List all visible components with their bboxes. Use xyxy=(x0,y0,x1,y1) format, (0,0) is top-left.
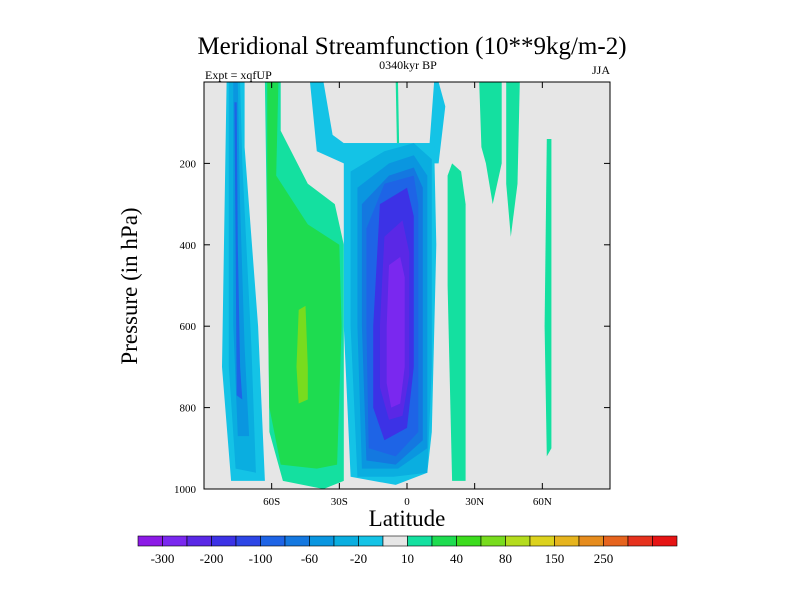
colorbar-box xyxy=(529,535,555,547)
colorbar-box xyxy=(407,535,433,547)
colorbar-label: -60 xyxy=(301,551,318,566)
y-tick-label: 1000 xyxy=(174,484,197,496)
colorbar-label: 80 xyxy=(499,551,512,566)
x-tick-label: 30N xyxy=(465,496,484,508)
x-tick-label: 60S xyxy=(263,496,280,508)
x-tick-label: 0 xyxy=(404,496,410,508)
colorbar-box xyxy=(358,535,384,547)
colorbar-label: 250 xyxy=(594,551,614,566)
region-nh-upper-band xyxy=(479,82,502,205)
colorbar-box xyxy=(186,535,212,547)
colorbar-box xyxy=(333,535,359,547)
season-label: JJA xyxy=(592,63,610,77)
colorbar-box xyxy=(603,535,629,547)
colorbar-box xyxy=(456,535,482,547)
colorbar-box xyxy=(578,535,604,547)
colorbar-box xyxy=(162,535,188,547)
colorbar-label: 150 xyxy=(545,551,565,566)
colorbar: -300 -200 -100 -60 -20 10 40 80 150 250 xyxy=(137,535,678,566)
x-axis: 60S 30S 0 30N 60N xyxy=(263,82,552,508)
colorbar-box xyxy=(382,535,408,547)
chart-title: Meridional Streamfunction (10**9kg/m-2) xyxy=(197,33,626,60)
y-tick-label: 200 xyxy=(180,158,197,170)
colorbar-box xyxy=(211,535,237,547)
region-nh-upper-band-right xyxy=(506,82,520,237)
colorbar-label: -100 xyxy=(249,551,273,566)
colorbar-box xyxy=(309,535,335,547)
region-nh-midlat-sliver xyxy=(544,139,552,457)
colorbar-box xyxy=(652,535,678,547)
y-axis-label: Pressure (in hPa) xyxy=(117,207,142,364)
colorbar-label: 10 xyxy=(401,551,414,566)
colorbar-label: -200 xyxy=(200,551,224,566)
colorbar-box xyxy=(554,535,580,547)
time-label: 0340kyr BP xyxy=(379,58,437,72)
x-tick-label: 60N xyxy=(533,496,552,508)
region-sh-ferrel-cell-core xyxy=(267,82,342,469)
colorbar-box xyxy=(480,535,506,547)
region-sh-ferrel-cell-peak xyxy=(296,305,308,404)
plot-area: 60S 30S 0 30N 60N 200 400 600 800 1000 xyxy=(174,81,611,508)
region-equatorial-jet-sliver xyxy=(395,82,400,144)
colorbar-box xyxy=(284,535,310,547)
region-nh-band-20n xyxy=(447,163,466,481)
y-tick-label: 400 xyxy=(180,240,197,252)
x-axis-label: Latitude xyxy=(369,506,446,531)
region-sh-polar-cell-inner xyxy=(234,102,243,400)
colorbar-label: 40 xyxy=(450,551,463,566)
y-tick-label: 800 xyxy=(180,403,197,415)
colorbar-box xyxy=(137,535,163,547)
colorbar-box xyxy=(505,535,531,547)
region-hadley-cell-core xyxy=(386,257,405,408)
colorbar-box xyxy=(431,535,457,547)
colorbar-box xyxy=(627,535,653,547)
colorbar-box xyxy=(235,535,261,547)
y-axis: 200 400 600 800 1000 xyxy=(174,158,610,496)
colorbar-label: -300 xyxy=(151,551,175,566)
y-tick-label: 600 xyxy=(180,321,197,333)
x-tick-label: 30S xyxy=(331,496,348,508)
contour-regions xyxy=(222,82,552,489)
colorbar-box xyxy=(260,535,286,547)
colorbar-label: -20 xyxy=(350,551,367,566)
experiment-label: Expt = xqfUP xyxy=(205,68,272,82)
